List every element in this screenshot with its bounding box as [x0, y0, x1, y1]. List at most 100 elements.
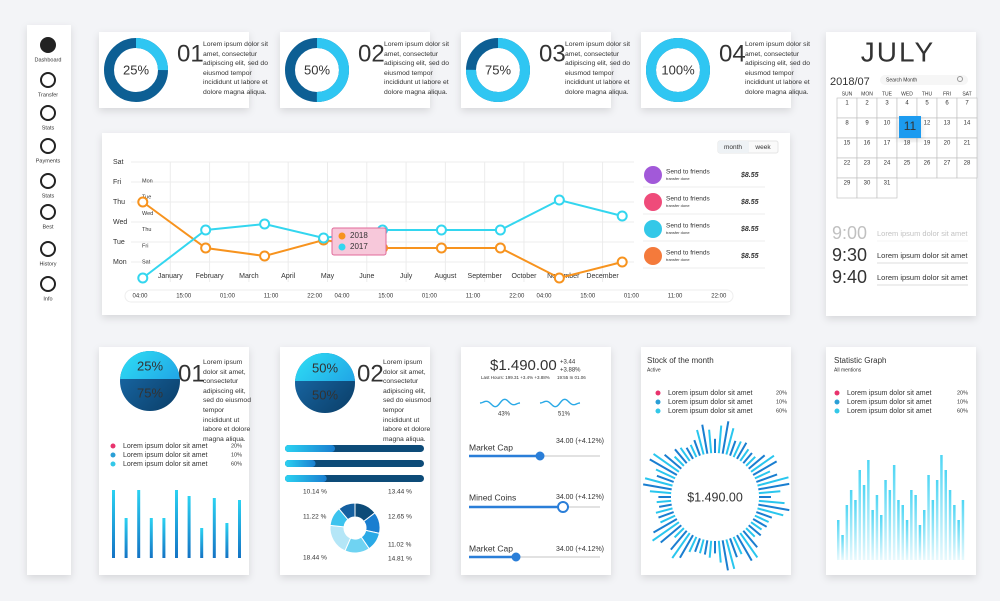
burst-ray — [750, 454, 775, 473]
x-tick-label: April — [281, 273, 295, 280]
sidebar-label[interactable]: History — [39, 261, 56, 267]
burst-ray — [644, 477, 673, 487]
card — [102, 133, 790, 315]
burst-ray — [742, 452, 753, 464]
bar — [225, 523, 229, 558]
item-icon — [644, 247, 662, 265]
wave-label: 43% — [498, 412, 511, 418]
day-cell[interactable] — [956, 157, 978, 179]
time-label: 22:00 — [307, 294, 323, 300]
search-icon — [957, 76, 963, 82]
inner-day-label: Thu — [142, 227, 151, 233]
card-text: Lorem ipsum dolor sit amet, consectetur … — [745, 41, 810, 96]
sidebar-label[interactable]: Transfer — [38, 92, 58, 98]
calendar-period: 2018/07 — [830, 76, 870, 88]
burst-ray — [660, 514, 676, 524]
bar — [961, 500, 965, 560]
item-title: Send to friends — [666, 196, 710, 203]
item-subtitle: transfer done — [666, 230, 690, 235]
burst-ray — [745, 456, 756, 467]
sidebar-label[interactable]: Best — [42, 224, 53, 230]
wave-label: 51% — [558, 412, 571, 418]
sidebar-label[interactable]: Stats — [42, 193, 55, 199]
burst-ray — [642, 483, 672, 491]
item-icon — [644, 220, 662, 238]
x-tick-label: February — [196, 273, 225, 280]
slider-knob[interactable] — [557, 501, 569, 513]
burst-ray — [649, 490, 672, 495]
burst-ray — [649, 458, 678, 476]
item-title: Send to friends — [666, 169, 710, 176]
burst-ray — [754, 514, 770, 523]
burst-ray — [758, 482, 790, 491]
card-title: Statistic Graph — [834, 356, 886, 365]
sidebar-label[interactable]: Payments — [36, 158, 61, 164]
day-number: 18 — [904, 141, 911, 147]
point — [137, 272, 149, 284]
item-title: Send to friends — [666, 223, 710, 230]
point — [616, 210, 628, 222]
bar — [871, 510, 874, 560]
burst-ray — [679, 447, 691, 462]
time-label: 11:00 — [264, 294, 279, 300]
search-placeholder[interactable]: Search Month — [886, 77, 917, 83]
toggle-option[interactable]: month — [724, 144, 742, 151]
point — [200, 224, 212, 236]
inner-day-label: Mon — [142, 178, 153, 184]
item-icon — [644, 166, 662, 184]
toggle-option[interactable]: week — [754, 144, 771, 151]
time-label: 11:00 — [466, 294, 481, 300]
y-tick-label: Wed — [113, 219, 127, 226]
legend-dot — [655, 408, 661, 414]
time-label: 01:00 — [422, 294, 438, 300]
item-icon — [644, 193, 662, 211]
day-cell[interactable] — [876, 177, 898, 199]
burst-ray — [656, 474, 674, 483]
slider-knob[interactable] — [511, 552, 521, 562]
bar — [940, 455, 943, 560]
item-subtitle: transfer done — [666, 176, 690, 181]
slider-knob[interactable] — [535, 451, 545, 461]
legend-dot — [834, 399, 840, 405]
sidebar-label[interactable]: Info — [43, 296, 52, 302]
day-number: 12 — [924, 121, 931, 127]
weekday: TUE — [882, 91, 893, 97]
bar — [884, 480, 887, 560]
item-subtitle: transfer done — [666, 257, 690, 262]
burst-ray — [748, 524, 762, 537]
burst-ray — [752, 460, 778, 476]
sidebar-icon — [40, 105, 56, 121]
point — [553, 194, 565, 206]
gauge-label: 50% — [304, 62, 330, 77]
burst-ray — [670, 530, 688, 551]
split-bottom-label: 75% — [137, 385, 163, 400]
slider-label: Market Cap — [469, 543, 513, 553]
day-number: 19 — [924, 141, 931, 147]
burst-ray — [736, 442, 748, 460]
point — [318, 232, 330, 244]
day-number: 5 — [925, 101, 929, 107]
burst-ray — [739, 448, 750, 462]
segment-label: 11.22 % — [303, 514, 327, 521]
selected-day-label: 11 — [904, 119, 917, 133]
burst-ray — [758, 499, 785, 505]
time-label: 11:00 — [668, 294, 683, 300]
segment-label: 10.14 % — [303, 489, 327, 496]
time-label: 15:00 — [378, 294, 394, 300]
legend-label: Lorem ipsum dolor sit amet — [668, 408, 752, 415]
legend-label: 2017 — [350, 242, 368, 251]
legend-value: 60% — [776, 408, 787, 414]
item-amount: $8.55 — [740, 172, 759, 179]
y-tick-label: Sat — [113, 159, 124, 166]
day-number: 1 — [845, 101, 849, 107]
sidebar-label[interactable]: Stats — [42, 125, 55, 131]
burst-ray — [748, 454, 766, 470]
weekday: MON — [861, 91, 873, 97]
sidebar-label[interactable]: Dashboard — [35, 57, 62, 63]
bar — [858, 470, 861, 560]
burst-ray — [655, 468, 676, 480]
burst-ray — [652, 518, 678, 534]
day-number: 4 — [905, 101, 909, 107]
burst-ray — [725, 427, 735, 455]
